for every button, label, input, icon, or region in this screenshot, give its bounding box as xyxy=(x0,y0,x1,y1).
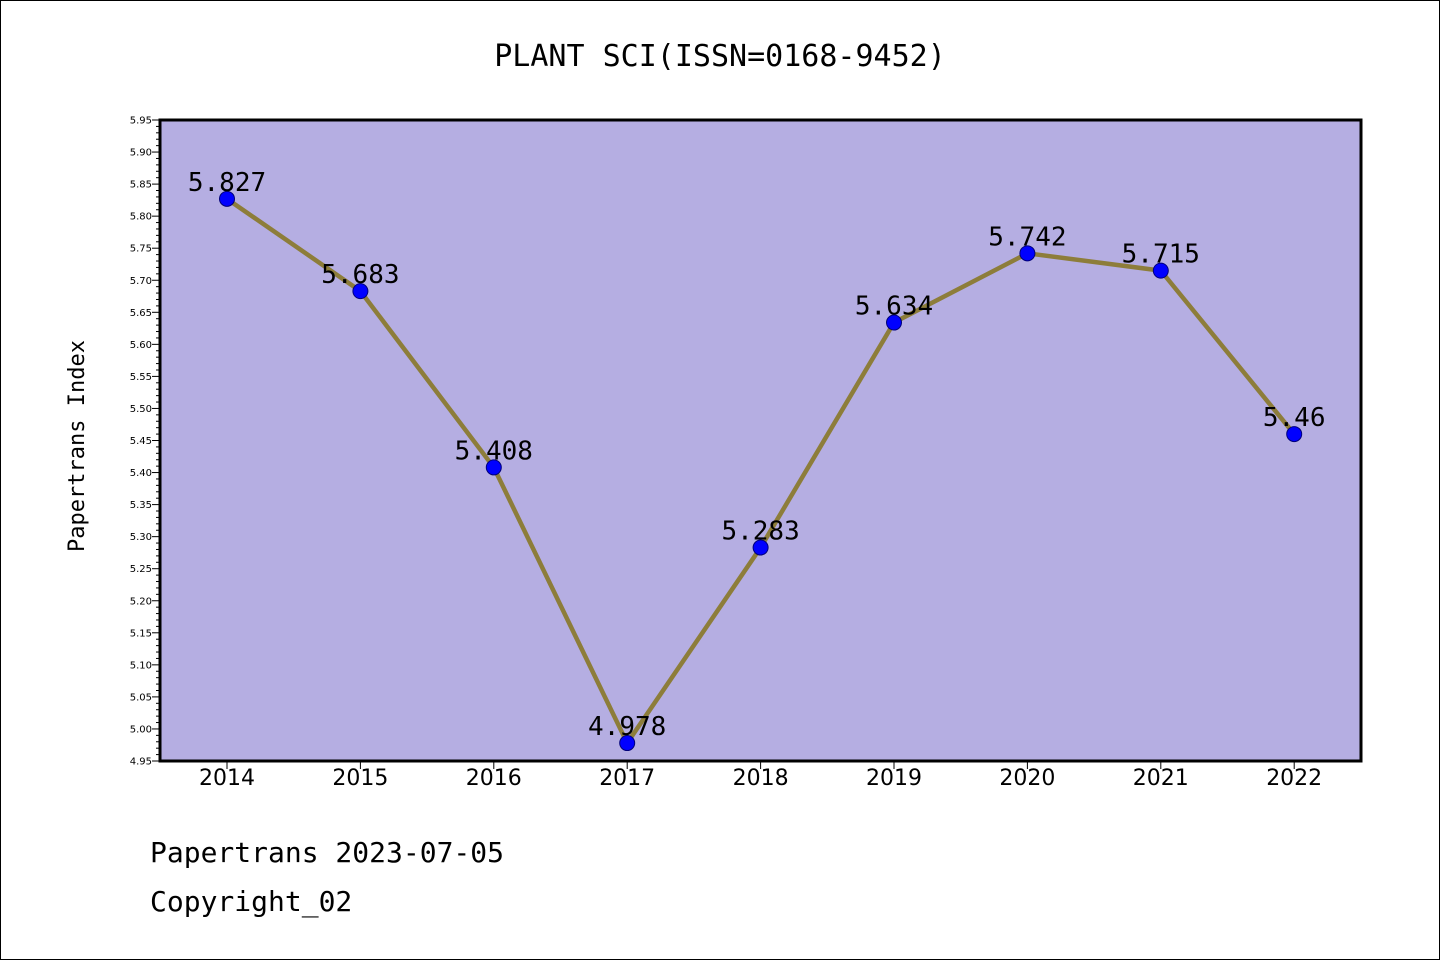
x-tick-label: 2014 xyxy=(199,766,255,791)
x-tick-label: 2021 xyxy=(1133,766,1189,791)
data-point xyxy=(1286,426,1303,443)
y-tick-label: 5.25 xyxy=(130,564,152,575)
y-tick-label: 5.80 xyxy=(130,212,152,223)
y-tick-label: 5.05 xyxy=(130,692,152,703)
y-tick-label: 5.50 xyxy=(130,404,152,415)
x-axis: 2014 2015 2016 2017 2018 2019 2020 2021 2022 xyxy=(199,761,1322,791)
y-tick-label: 5.40 xyxy=(130,468,152,479)
data-point xyxy=(352,283,369,300)
data-point xyxy=(1019,245,1036,262)
data-point xyxy=(219,190,235,207)
data-markers xyxy=(219,190,1303,752)
y-tick-label: 5.95 xyxy=(130,116,152,127)
x-tick-label: 2015 xyxy=(332,766,388,791)
x-tick-label: 2022 xyxy=(1266,766,1322,791)
footer-copyright: Copyright_02 xyxy=(150,885,353,918)
x-tick-label: 2019 xyxy=(866,766,922,791)
y-axis: 4.95 5.00 5.05 5.10 5.15 5.20 5.25 5.30 5.35 5.40… xyxy=(130,116,160,768)
y-tick-label: 5.65 xyxy=(130,308,152,319)
y-tick-label: 5.75 xyxy=(130,244,152,255)
y-tick-label: 5.90 xyxy=(130,148,152,159)
y-tick-label: 5.15 xyxy=(130,628,152,639)
data-label: 4.978 xyxy=(588,712,666,742)
y-tick-label: 5.20 xyxy=(130,596,152,607)
plot-area xyxy=(158,118,1363,763)
y-tick-label: 5.00 xyxy=(130,724,152,735)
data-label: 5.715 xyxy=(1122,240,1200,270)
y-tick-label: 5.35 xyxy=(130,500,152,511)
y-tick-label: 5.85 xyxy=(130,180,152,191)
y-tick-label: 5.10 xyxy=(130,660,152,671)
footer-date: Papertrans 2023-07-05 xyxy=(150,836,505,869)
y-tick-label: 5.45 xyxy=(130,436,152,447)
data-label: 5.827 xyxy=(188,168,266,198)
data-point xyxy=(752,539,769,556)
x-tick-label: 2016 xyxy=(466,766,522,791)
y-tick-label: 5.70 xyxy=(130,276,152,287)
x-tick-label: 2017 xyxy=(599,766,655,791)
x-tick-label: 2020 xyxy=(999,766,1055,791)
x-tick-label: 2018 xyxy=(733,766,789,791)
data-labels: 5.827 5.683 5.408 4.978 5.283 5.634 5.742 5.715… xyxy=(188,168,1326,742)
data-point xyxy=(886,314,902,331)
data-point xyxy=(485,459,502,476)
data-label: 5.46 xyxy=(1263,403,1326,433)
data-label: 5.634 xyxy=(855,292,933,322)
data-label: 5.408 xyxy=(455,436,533,466)
y-tick-label: 5.55 xyxy=(130,372,152,383)
y-tick-label: 5.30 xyxy=(130,532,152,543)
chart-title: PLANT SCI(ISSN=0168-9452) xyxy=(494,39,946,74)
data-point xyxy=(1152,262,1169,279)
y-axis-label: Papertrans Index xyxy=(65,340,90,552)
data-label: 5.283 xyxy=(721,517,799,547)
data-point xyxy=(619,735,636,752)
y-tick-label: 4.95 xyxy=(130,757,152,768)
data-label: 5.683 xyxy=(321,260,399,290)
y-tick-label: 5.60 xyxy=(130,340,152,351)
data-label: 5.742 xyxy=(988,222,1066,252)
